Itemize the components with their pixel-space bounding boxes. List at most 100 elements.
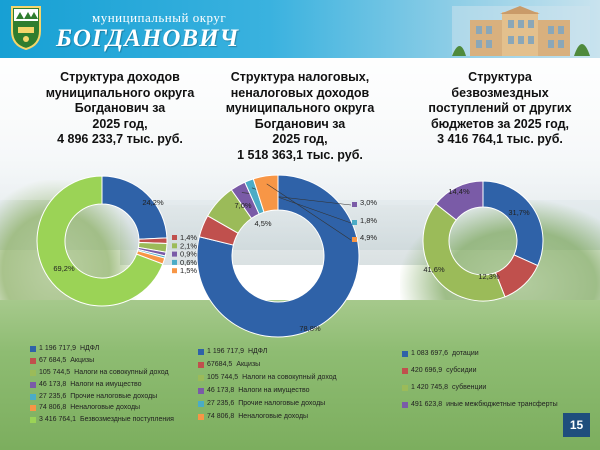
legend-item: 3 416 764,1 Безвозмездные поступления [30,414,174,426]
chart-1-title-line: Структура доходов [60,70,180,84]
legend-swatch [198,374,204,381]
legend-label: Неналоговые доходы [70,404,141,412]
slice-percent-label: 1,5% [180,266,197,275]
legend-value: 3 416 764,1 [39,416,76,424]
legend-label: субвенции [451,383,487,391]
legend-value: 1 196 717,9 [207,347,244,355]
label-swatch [172,243,177,249]
slice-percent-label: 7,0% [234,201,251,210]
legend-swatch [30,357,36,364]
slice-percent-label: 31,7% [508,208,530,217]
slice-percent-label: 1,8% [360,216,377,225]
legend-swatch [30,405,36,412]
legend-item: 67 684,5 Акцизы [30,355,174,367]
legend-label: субсидии [446,366,477,374]
donut-slice [482,180,544,267]
slice-percent-label: 0,9% [180,250,197,259]
legend-value: 1 420 745,8 [411,383,448,391]
chart-3-title-line: Структура [468,70,532,84]
legend-swatch [402,384,408,391]
legend-label: Налоги на совокупный доход [242,373,337,381]
legend-item: 105 744,5 Налоги на совокупный доход [198,371,337,384]
page-number: 15 [563,413,590,437]
legend-item: 67684,5 Акцизы [198,358,337,371]
legend-value: 46 173,8 [207,386,235,394]
donut-slice [101,175,168,240]
slice-percent-label: 12,3% [478,272,500,281]
legend-item: 46 173,8 Налоги на имущество [30,379,174,391]
legend-label: Безвозмездные поступления [79,416,174,424]
legend-value: 74 806,8 [39,404,67,412]
legend-value: 67 684,5 [39,356,67,364]
chart-1-title-line: муниципального округа [45,85,195,100]
legend-swatch [198,361,204,368]
legend-swatch [30,381,36,388]
legend-label: Налоги на имущество [238,386,310,394]
chart-1-legend: 1 196 717,9 НДФЛ 67 684,5 Акцизы 105 744,5… [30,343,174,426]
slice-percent-label: 24,2% [142,198,164,207]
legend-item: 46 173,8 Налоги на имущество [198,384,337,397]
coat-of-arms-icon [11,6,41,51]
label-swatch [352,202,357,207]
legend-label: Налоги на имущество [70,380,142,388]
legend-label: НДФЛ [79,344,100,352]
legend-label: Акцизы [236,360,261,368]
label-swatch [172,235,177,240]
legend-value: 27 235,6 [207,399,235,407]
donut-slice [252,174,279,213]
administration-building-icon [452,6,590,56]
legend-item: 420 696,9 субсидии [402,362,558,379]
legend-value: 27 235,6 [39,392,67,400]
chart-2-title-line: 1 518 363,1 тыс. руб. [237,147,363,162]
donut-slice [435,180,484,221]
legend-item: 1 196 717,9 НДФЛ [30,343,174,355]
chart-1-title-line: 4 896 233,7 тыс. руб. [57,132,183,146]
header-subtitle: муниципальный округ [92,10,227,25]
legend-item: 74 806,8 Неналоговые доходы [30,402,174,414]
legend-value: 420 696,9 [411,366,443,374]
legend-swatch [402,401,408,408]
legend-value: 491 623,8 [411,400,443,408]
legend-item: 491 623,8 иные межбюджетные трансферты [402,396,558,413]
slice-percent-label: 69,2% [53,264,75,273]
legend-value: 1 083 697,6 [411,349,448,357]
legend-item: 1 083 697,6 дотации [402,345,558,362]
chart-3-title: Структура безвозмездных поступлений от д… [400,70,600,148]
chart-3-title-line: безвозмездных [451,85,549,100]
chart-2-legend: 1 196 717,9 НДФЛ 67684,5 Акцизы 105 744,5 Н… [198,345,337,423]
header-title: БОГДАНОВИЧ [56,25,240,52]
legend-swatch [402,367,408,374]
legend-swatch [198,400,204,407]
legend-label: Акцизы [70,356,95,364]
label-swatch [352,237,357,242]
chart-3-title-line: поступлений от других [428,101,572,115]
slice-percent-label: 78,8% [299,324,321,333]
legend-label: иные межбюджетные трансферты [446,400,558,408]
slice-percent-label: 14,4% [448,187,470,196]
legend-value: 1 196 717,9 [39,344,76,352]
chart-2-title-line: Богданович за [254,116,346,131]
legend-swatch [30,345,36,352]
chart-3-legend: 1 083 697,6 дотации 420 696,9 субсидии 1 4… [402,345,558,413]
legend-value: 105 744,5 [207,373,239,381]
legend-item: 1 196 717,9 НДФЛ [198,345,337,358]
slice-percent-label: 0,6% [180,258,197,267]
legend-label: Налоги на совокупный доход [74,368,169,376]
slice-percent-label: 4,5% [254,219,271,228]
label-swatch [172,259,177,265]
chart-1-title: Структура доходов муниципального округа … [40,70,200,148]
leader-line [266,183,352,241]
label-swatch [172,268,177,274]
legend-item: 1 420 745,8 субвенции [402,379,558,396]
legend-swatch [30,393,36,400]
legend-swatch [30,417,36,424]
legend-item: 27 235,6 Прочие налоговые доходы [30,391,174,403]
legend-label: НДФЛ [247,347,268,355]
donut-slice [196,174,360,338]
legend-item: 105 744,5 Налоги на совокупный доход [30,367,174,379]
legend-swatch [198,348,204,355]
label-swatch [352,220,357,225]
legend-label: дотации [451,349,479,357]
donut-slice [36,175,164,307]
